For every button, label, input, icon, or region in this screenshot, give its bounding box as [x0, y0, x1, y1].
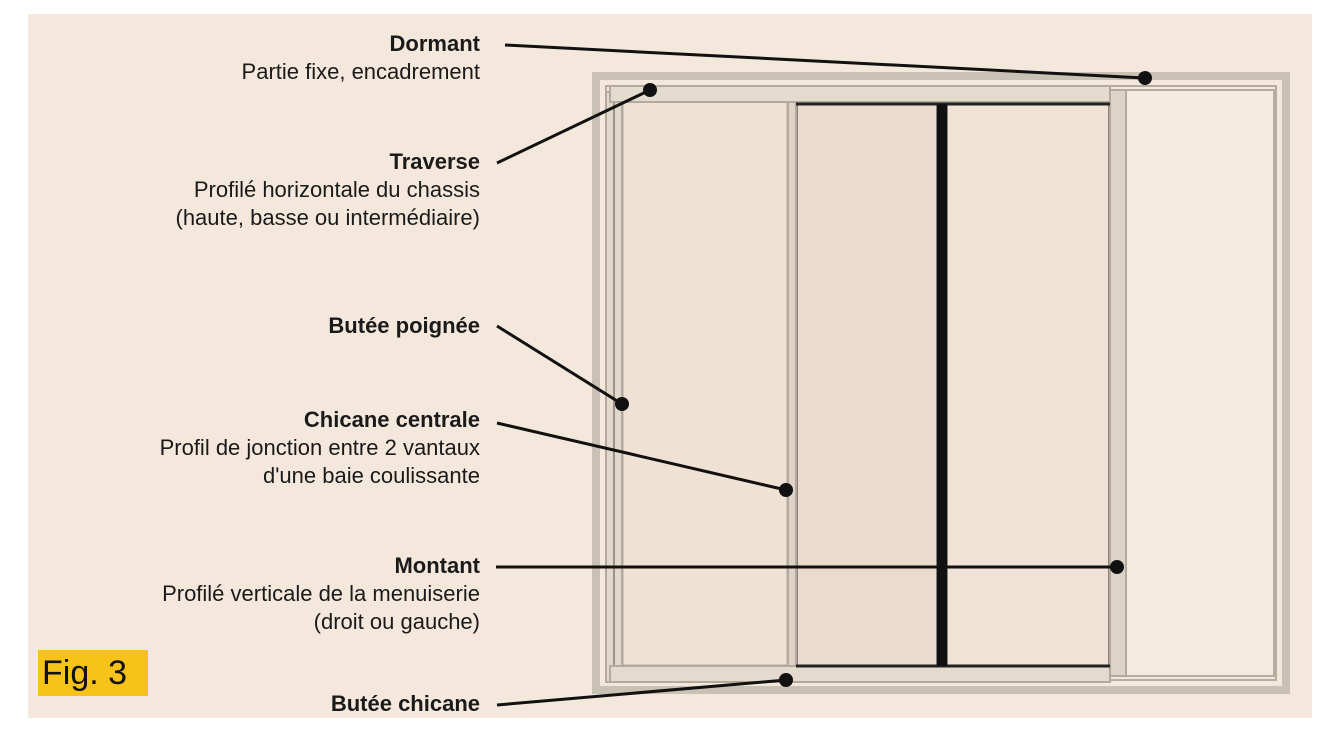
- dormant-pointer: [504, 43, 1146, 80]
- sash-left: [620, 98, 790, 668]
- label-chicane-centrale: Chicane centrale Profil de jonction entr…: [160, 406, 480, 490]
- montant-dot: [1110, 560, 1124, 574]
- figure-tag: Fig. 3: [38, 650, 148, 696]
- label-montant-title: Montant: [394, 553, 480, 578]
- label-butee-chicane: Butée chicane: [331, 690, 480, 718]
- label-chicane-centrale-title: Chicane centrale: [303, 407, 480, 432]
- chicane-centrale-dot: [779, 483, 793, 497]
- chicane-centrale-pointer: [496, 421, 787, 492]
- outer-frame: [592, 72, 1290, 694]
- label-traverse-desc-2: (haute, basse ou intermédiaire): [175, 205, 481, 230]
- sash-right-stile: [1109, 89, 1127, 677]
- fixed-panel: [1125, 89, 1275, 677]
- top-rail: [609, 85, 1111, 103]
- central-chicane-profile: [787, 91, 797, 683]
- label-chicane-centrale-desc-1: Profil de jonction entre 2 vantaux: [159, 435, 480, 460]
- label-traverse-desc-1: Profilé horizontale du chassis: [193, 177, 480, 202]
- sash-center-right: [944, 102, 1112, 668]
- label-butee-poignee: Butée poignée: [328, 312, 480, 340]
- label-montant-desc-2: (droit ou gauche): [313, 609, 480, 634]
- label-butee-poignee-title: Butée poignée: [328, 313, 480, 338]
- sash-center-left: [794, 102, 940, 668]
- traverse-pointer: [496, 88, 651, 165]
- traverse-dot: [643, 83, 657, 97]
- label-chicane-centrale-desc-2: d'une baie coulissante: [262, 463, 480, 488]
- butee-poignee-pointer: [496, 324, 623, 406]
- label-traverse-title: Traverse: [389, 149, 480, 174]
- meeting-bar: [937, 104, 947, 666]
- label-dormant-title: Dormant: [389, 31, 480, 56]
- label-traverse: Traverse Profilé horizontale du chassis …: [176, 148, 481, 232]
- label-dormant-desc: Partie fixe, encadrement: [241, 59, 480, 84]
- butee-poignee-dot: [615, 397, 629, 411]
- bottom-rail: [609, 665, 1111, 683]
- label-dormant: Dormant Partie fixe, encadrement: [242, 30, 480, 86]
- dormant-dot: [1138, 71, 1152, 85]
- label-montant: Montant Profilé verticale de la menuiser…: [162, 552, 480, 636]
- label-montant-desc-1: Profilé verticale de la menuiserie: [162, 581, 480, 606]
- butee-chicane-pointer: [496, 678, 787, 707]
- label-butee-chicane-title: Butée chicane: [330, 691, 480, 716]
- butee-chicane-dot: [779, 673, 793, 687]
